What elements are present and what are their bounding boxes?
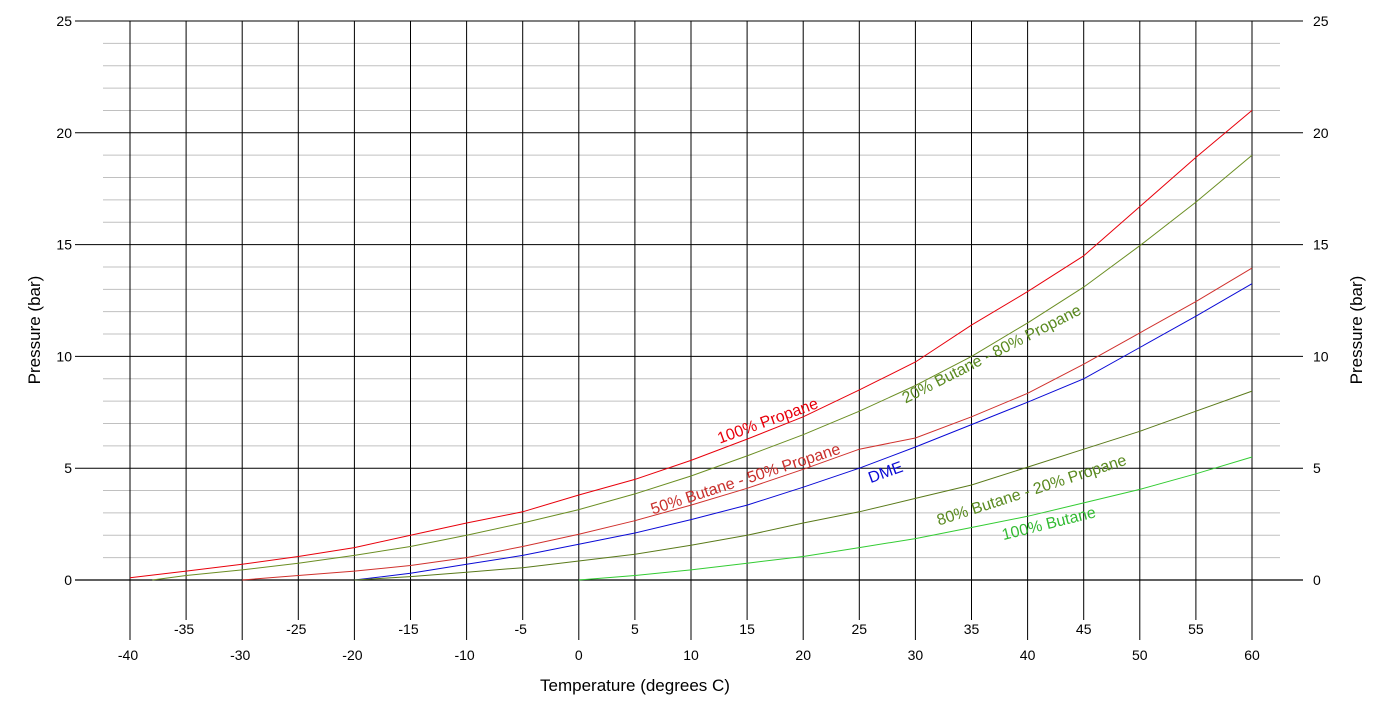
series-line-20-butane-80-propane: [152, 154, 1253, 581]
x-tick-label-minor: 5: [631, 621, 639, 637]
y-tick-label-left: 0: [64, 572, 72, 588]
y-tick-label-right: 5: [1313, 460, 1321, 476]
y-tick-label-left: 25: [56, 13, 72, 29]
x-tick-label-minor: 55: [1188, 621, 1204, 637]
y-tick-label-right: 15: [1313, 237, 1329, 253]
x-tick-label-minor: 35: [964, 621, 980, 637]
series-line-80-butane-20-propane: [354, 390, 1253, 581]
y-tick-label-left: 10: [56, 348, 72, 364]
x-tick-label-minor: 25: [852, 621, 868, 637]
y-tick-label-left: 5: [64, 460, 72, 476]
x-tick-label-minor: 15: [739, 621, 755, 637]
x-tick-label-major: 40: [1020, 647, 1036, 663]
x-axis-title: Temperature (degrees C): [540, 676, 730, 695]
series-line-100-butane: [578, 456, 1253, 581]
series-lines: [129, 110, 1253, 581]
x-tick-label-major: 10: [683, 647, 699, 663]
series-line-dme: [354, 283, 1253, 581]
y-tick-label-right: 0: [1313, 572, 1321, 588]
series-line-100-propane: [129, 110, 1253, 579]
x-tick-label-minor: -35: [174, 621, 194, 637]
y-axis-title-left: Pressure (bar): [25, 276, 44, 385]
series-label: 100% Propane: [715, 395, 820, 447]
x-tick-label-major: 30: [908, 647, 924, 663]
series-label: 50% Butane - 50% Propane: [649, 441, 843, 518]
x-tick-label-minor: -25: [286, 621, 306, 637]
series-label: 100% Butane: [1000, 504, 1097, 544]
y-tick-label-right: 10: [1313, 348, 1329, 364]
y-axis-title-right: Pressure (bar): [1347, 276, 1366, 385]
x-tick-label-major: 60: [1244, 647, 1260, 663]
x-tick-label-major: -20: [342, 647, 362, 663]
major-gridlines: [75, 20, 1303, 640]
x-tick-label-major: 50: [1132, 647, 1148, 663]
x-tick-label-major: -40: [118, 647, 138, 663]
y-tick-label-right: 20: [1313, 125, 1329, 141]
x-tick-label-major: -30: [230, 647, 250, 663]
x-tick-label-minor: 45: [1076, 621, 1092, 637]
x-tick-label-major: -10: [454, 647, 474, 663]
x-tick-label-minor: -5: [514, 621, 527, 637]
y-tick-label-left: 15: [56, 237, 72, 253]
series-line-50-butane-50-propane: [242, 267, 1253, 581]
y-tick-label-left: 20: [56, 125, 72, 141]
y-tick-label-right: 25: [1313, 13, 1329, 29]
x-tick-label-major: 0: [575, 647, 583, 663]
x-tick-label-major: 20: [795, 647, 811, 663]
x-tick-label-minor: -15: [398, 621, 418, 637]
